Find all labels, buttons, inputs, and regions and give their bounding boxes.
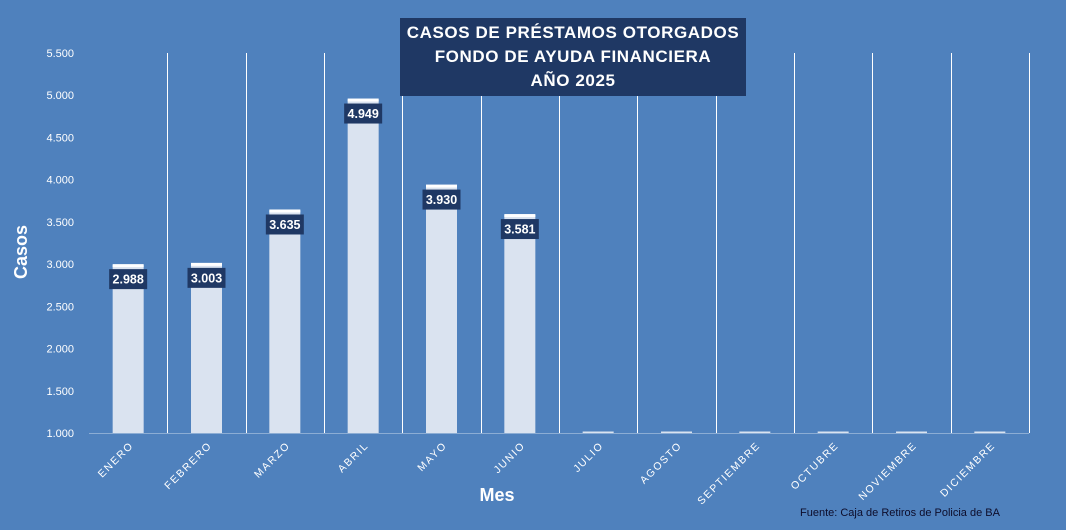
data-label-box xyxy=(109,269,148,290)
x-tick-label: MAYO xyxy=(415,440,449,474)
bar-cap xyxy=(112,264,144,268)
y-axis: 1.000 1.500 2.000 2.500 3.000 3.500 4.000 4.500… xyxy=(46,48,74,440)
bar-cap xyxy=(191,262,222,266)
x-tick-label: AGOSTO xyxy=(638,440,685,487)
bar xyxy=(582,431,614,433)
y-tick-label: 2.500 xyxy=(46,301,74,313)
y-tick-label: 1.000 xyxy=(46,428,74,440)
bar-cap xyxy=(269,209,301,213)
x-tick-label: ENERO xyxy=(96,440,137,481)
x-axis-label: Mes xyxy=(479,485,514,505)
bar xyxy=(191,263,222,433)
chart-title-line-2: FONDO DE AYUDA FINANCIERA xyxy=(434,47,712,66)
chart-title: CASOS DE PRÉSTAMOS OTORGADOS FONDO DE AY… xyxy=(400,18,746,96)
data-label-box xyxy=(265,214,304,235)
data-label: 3.930 xyxy=(426,193,457,207)
x-tick-label: OCTUBRE xyxy=(789,440,842,493)
x-tick-label: JUNIO xyxy=(492,440,528,476)
bar xyxy=(112,265,144,433)
data-label: 3.635 xyxy=(269,218,300,232)
x-tick-label: DICIEMBRE xyxy=(938,440,998,500)
x-tick-label: JULIO xyxy=(571,440,606,475)
y-tick-label: 5.500 xyxy=(46,48,74,60)
bar xyxy=(896,431,927,433)
x-tick-label: NOVIEMBRE xyxy=(856,440,919,503)
data-label: 4.949 xyxy=(348,107,379,121)
y-tick-label: 2.000 xyxy=(46,344,74,356)
y-tick-label: 3.500 xyxy=(46,217,74,229)
y-axis-label: Casos xyxy=(11,225,31,279)
data-label: 3.581 xyxy=(504,223,535,237)
chart-title-line-1: CASOS DE PRÉSTAMOS OTORGADOS xyxy=(406,23,740,42)
x-tick-label: MARZO xyxy=(252,440,293,481)
bar xyxy=(269,210,301,433)
data-label: 2.988 xyxy=(113,273,144,287)
x-axis: ENERO FEBRERO MARZO ABRIL MAYO JUNIO JULIO AGOS… xyxy=(96,440,998,508)
bars: 2.988 3.003 3.635 4.949 3.930 3.581 xyxy=(109,98,1006,433)
bar xyxy=(661,431,692,433)
data-label-box xyxy=(422,189,461,210)
bar-cap xyxy=(504,214,536,218)
bar xyxy=(426,185,457,433)
y-tick-label: 4.500 xyxy=(46,132,74,144)
x-tick-label: FEBRERO xyxy=(162,440,214,492)
bar xyxy=(817,431,849,433)
source-note: Fuente: Caja de Retiros de Policia de BA xyxy=(800,507,1000,519)
bar-cap xyxy=(347,98,379,102)
x-tick-label: SEPTIEMBRE xyxy=(695,440,763,508)
bar xyxy=(347,99,379,433)
bar xyxy=(974,431,1006,433)
x-tick-label: ABRIL xyxy=(336,440,372,476)
grid-lines xyxy=(89,53,1030,434)
chart-title-line-3: AÑO 2025 xyxy=(530,71,616,90)
bar xyxy=(504,215,536,433)
data-label-box xyxy=(344,103,383,124)
y-tick-label: 3.000 xyxy=(46,259,74,271)
data-label-box xyxy=(500,219,539,240)
bar xyxy=(739,431,771,433)
data-label-box xyxy=(187,267,226,288)
y-tick-label: 4.000 xyxy=(46,175,74,187)
y-tick-label: 5.000 xyxy=(46,90,74,102)
data-label: 3.003 xyxy=(191,271,222,285)
y-tick-label: 1.500 xyxy=(46,386,74,398)
bar-cap xyxy=(426,184,457,188)
